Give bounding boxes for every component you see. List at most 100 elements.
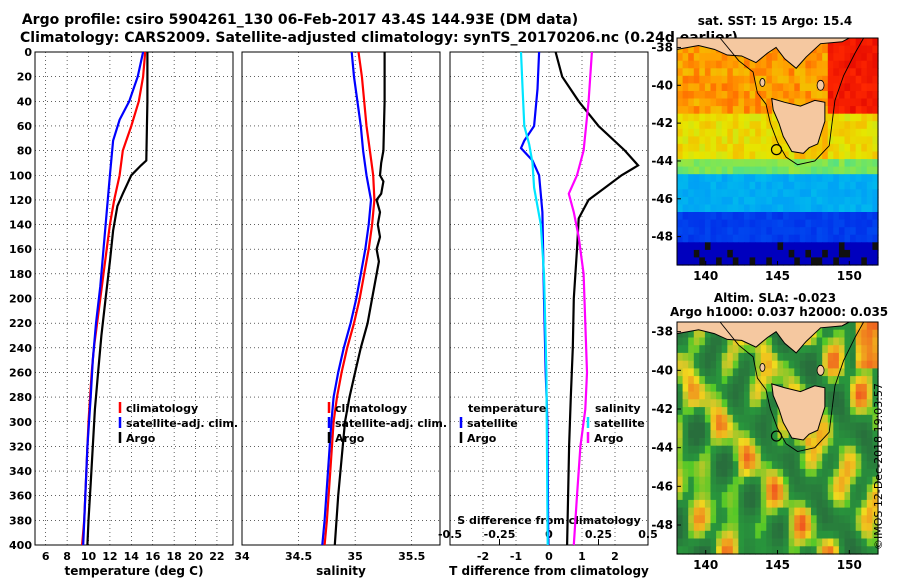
map-cell bbox=[749, 68, 756, 77]
map-cell bbox=[850, 546, 857, 555]
map-cell bbox=[727, 60, 734, 69]
map-cell bbox=[771, 399, 779, 408]
map-cell bbox=[872, 329, 879, 338]
map-cell bbox=[855, 113, 862, 122]
map-cell bbox=[704, 212, 712, 221]
map-cell bbox=[727, 352, 734, 362]
map-cell bbox=[833, 476, 840, 485]
map-cell bbox=[699, 352, 706, 362]
map-cell bbox=[827, 53, 834, 62]
map-cell bbox=[861, 507, 868, 516]
map-cell bbox=[788, 383, 795, 393]
map-cell bbox=[850, 414, 857, 424]
map-cell bbox=[716, 106, 723, 115]
map-cell bbox=[855, 159, 862, 168]
map-cell bbox=[682, 407, 689, 416]
map-cell bbox=[811, 159, 818, 168]
map-cell bbox=[866, 329, 873, 338]
map-cell bbox=[682, 445, 689, 454]
map-cell bbox=[688, 414, 695, 424]
map-cell bbox=[688, 53, 695, 62]
map-cell bbox=[771, 476, 779, 485]
map-cell bbox=[727, 151, 734, 160]
map-cell bbox=[855, 249, 862, 259]
map-cell bbox=[816, 159, 823, 168]
map-cell bbox=[744, 546, 751, 555]
map-cell bbox=[872, 113, 879, 122]
map-cell bbox=[760, 204, 767, 213]
map-cell bbox=[777, 204, 784, 213]
map-cell bbox=[749, 189, 756, 198]
map-cell bbox=[704, 499, 712, 509]
map-cell bbox=[827, 242, 834, 251]
map-cell bbox=[872, 136, 879, 145]
map-cell bbox=[682, 538, 689, 547]
map-cell bbox=[738, 414, 745, 424]
map-cell bbox=[738, 422, 745, 431]
map-cell bbox=[766, 136, 773, 145]
map-cell bbox=[677, 399, 684, 408]
map-cell bbox=[827, 91, 834, 100]
map-cell bbox=[727, 189, 734, 198]
map-cell bbox=[716, 212, 723, 221]
map-cell bbox=[771, 492, 779, 501]
map-cell bbox=[872, 45, 879, 54]
map-cell bbox=[799, 507, 806, 516]
map-cell bbox=[732, 249, 739, 259]
map-cell bbox=[755, 242, 762, 251]
map-cell bbox=[760, 352, 767, 362]
map-cell bbox=[755, 113, 762, 122]
map-cell bbox=[721, 166, 728, 175]
map-cell bbox=[866, 461, 873, 470]
map-cell bbox=[704, 430, 712, 439]
map-cell bbox=[855, 507, 862, 516]
map-cell bbox=[833, 546, 840, 555]
map-cell bbox=[855, 227, 862, 236]
map-cell bbox=[721, 91, 728, 100]
map-cell bbox=[766, 106, 773, 115]
map-cell bbox=[794, 383, 801, 393]
map-cell bbox=[727, 445, 734, 454]
map-cell bbox=[866, 113, 873, 122]
map-cell bbox=[727, 121, 734, 130]
map-cell bbox=[822, 219, 829, 228]
map-cell bbox=[738, 60, 745, 69]
map-cell bbox=[855, 430, 862, 439]
map-cell bbox=[699, 391, 706, 400]
map-cell bbox=[799, 445, 806, 454]
map-cell bbox=[693, 189, 700, 198]
map-cell bbox=[816, 189, 823, 198]
map-cell bbox=[783, 227, 790, 236]
map-cell bbox=[738, 391, 745, 400]
map-cell bbox=[872, 407, 879, 416]
map-cell bbox=[861, 128, 868, 137]
map-cell bbox=[799, 249, 806, 259]
map-cell bbox=[861, 352, 868, 362]
map-cell bbox=[704, 515, 712, 524]
map-cell bbox=[732, 151, 739, 160]
map-cell bbox=[693, 166, 700, 175]
map-cell bbox=[682, 227, 689, 236]
map-cell bbox=[822, 257, 829, 266]
map-cell bbox=[677, 91, 684, 100]
map-cell bbox=[721, 407, 728, 416]
map-cell bbox=[816, 174, 823, 183]
map-cell bbox=[738, 75, 745, 84]
map-y-tick-label: -44 bbox=[651, 441, 673, 455]
map-cell bbox=[866, 337, 873, 346]
y-tick-label: 220 bbox=[9, 317, 32, 330]
series-line-argo bbox=[86, 52, 149, 546]
map-cell bbox=[833, 438, 840, 447]
map-cell bbox=[704, 422, 712, 431]
map-cell bbox=[799, 83, 806, 92]
map-cell bbox=[838, 383, 846, 393]
map-cell bbox=[716, 383, 723, 393]
map-cell bbox=[766, 121, 773, 130]
map-cell bbox=[811, 212, 818, 221]
map-cell bbox=[755, 515, 762, 524]
map-cell bbox=[704, 257, 712, 266]
map-cell bbox=[833, 468, 840, 478]
map-cell bbox=[699, 106, 706, 115]
map-cell bbox=[716, 507, 723, 516]
